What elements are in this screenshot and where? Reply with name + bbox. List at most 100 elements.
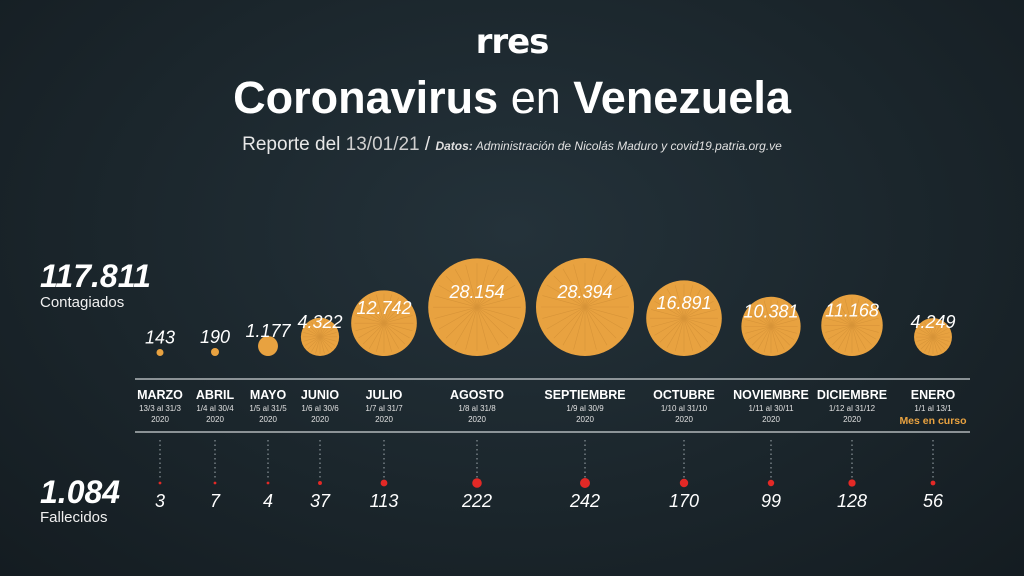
bubble-ray [553,275,617,339]
source-label: Datos: [435,139,473,153]
bubble-texture-noviembre [744,299,798,354]
total-deaths-value: 1.084 [40,474,121,510]
month-year-marzo: 2020 [151,415,169,424]
page-title: Coronavirus en Venezuela [0,72,1024,124]
bubble-ray [757,303,785,350]
cases-label-enero: 4.249 [910,312,955,332]
title-venezuela: Venezuela [573,72,791,123]
cases-label-septiembre: 28.394 [556,282,612,302]
month-year-abril: 2020 [206,415,224,424]
bubble-ray [928,320,938,354]
month-range-agosto: 1/8 al 31/8 [458,404,496,413]
month-name-julio: JULIO [366,388,403,402]
bubble-ray [434,295,520,319]
current-month-note: Mes en curso [899,415,966,427]
bubble-ray [434,295,520,319]
bubble-ray [376,294,392,352]
bubble-ray [747,312,795,340]
deaths-dot-noviembre [767,479,775,487]
bubble-ray [924,322,942,352]
deaths-label-octubre: 170 [669,491,699,511]
bubble-ray [832,305,872,346]
cases-label-noviembre: 10.381 [743,301,798,321]
deaths-dot-julio [380,479,388,487]
total-deaths-label: Fallecidos [40,509,108,526]
month-year-junio: 2020 [311,415,329,424]
month-range-junio: 1/6 al 30/6 [301,404,339,413]
month-name-enero: ENERO [911,388,956,402]
bubble-ray [562,268,608,346]
bubble-ray [844,298,860,353]
bubble-ray [454,269,500,346]
bubble-ray [573,264,597,350]
bubble-ray [827,311,877,340]
bubble-ray [666,288,702,348]
bubble-ray [844,298,860,353]
cases-label-julio: 12.742 [356,298,411,318]
bubble-ray [916,332,950,342]
report-date: 13/01/21 [345,134,420,155]
month-name-marzo: MARZO [137,388,183,402]
cases-bubble-mayo [258,336,278,356]
cases-bubble-diciembre [821,294,883,356]
month-year-julio: 2020 [375,415,393,424]
bubble-texture-septiembre [540,262,630,352]
cases-bubble-julio [351,290,417,356]
bubble-ray [573,264,597,350]
bubble-ray [916,332,950,342]
deaths-label-enero: 56 [923,491,944,511]
bubble-ray [368,297,400,349]
deaths-label-mayo: 4 [263,491,273,511]
bubble-ray [674,285,694,352]
bubble-ray [745,319,797,334]
cases-label-junio: 4.322 [297,312,342,332]
bubble-ray [315,320,325,354]
bubble-ray [747,312,795,340]
cases-label-octubre: 16.891 [656,293,711,313]
month-range-septiembre: 1/9 al 30/9 [566,404,604,413]
month-range-mayo: 1/5 al 31/5 [249,404,287,413]
month-range-diciembre: 1/12 al 31/12 [829,404,876,413]
bubble-ray [303,332,337,342]
month-year-mayo: 2020 [259,415,277,424]
month-name-diciembre: DICIEMBRE [817,388,887,402]
bubble-ray [562,268,608,346]
report-label: Reporte del [242,134,341,155]
month-year-octubre: 2020 [675,415,693,424]
deaths-label-marzo: 3 [155,491,165,511]
deaths-dot-marzo [158,481,162,485]
bubble-ray [654,300,714,336]
month-year-noviembre: 2020 [762,415,780,424]
month-name-septiembre: SEPTIEMBRE [544,388,625,402]
total-cases-value: 117.811 [40,258,151,294]
bubble-ray [465,264,489,350]
deaths-label-junio: 37 [310,491,331,511]
bubble-ray [355,315,413,332]
bubble-ray [362,302,406,345]
month-name-agosto: AGOSTO [450,388,504,402]
cases-bubble-agosto [428,258,526,356]
cases-bubble-junio [300,317,340,356]
bubble-ray [304,328,336,346]
rres-logo: rres [475,22,550,62]
bubble-ray [751,307,791,346]
bubble-texture-octubre [649,284,719,353]
month-name-mayo: MAYO [250,388,287,402]
bubble-texture-enero [915,319,951,355]
month-name-noviembre: NOVIEMBRE [733,388,809,402]
bubble-ray [358,308,410,339]
bubble-ray [659,293,709,343]
bubble-texture-agosto [433,263,521,352]
bubble-ray [837,301,867,350]
month-range-julio: 1/7 al 31/7 [365,404,403,413]
bubble-ray [666,288,702,348]
bubble-ray [827,311,877,340]
month-year-agosto: 2020 [468,415,486,424]
bubble-ray [358,308,410,339]
deaths-label-agosto: 222 [461,491,492,511]
cases-bubble-noviembre [741,296,801,357]
cases-label-marzo: 143 [145,328,175,348]
bubble-ray [362,302,406,345]
report-subtitle: Reporte del 13/01/21 / Datos: Administra… [0,134,1024,156]
